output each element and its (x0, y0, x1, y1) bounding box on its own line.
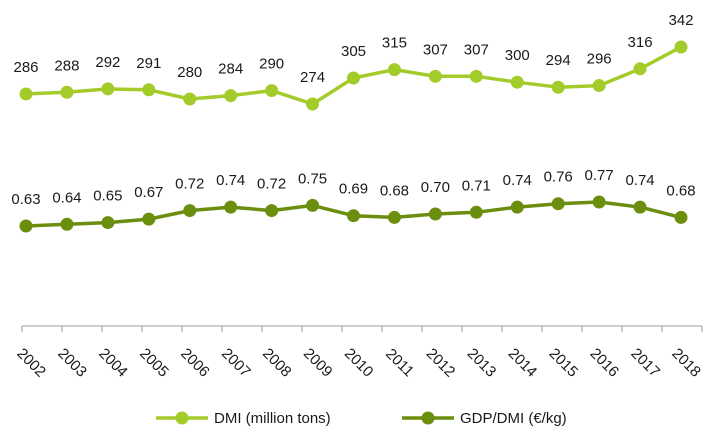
data-point (633, 200, 647, 214)
legend-swatch-marker (421, 411, 435, 425)
data-label: 305 (341, 43, 366, 60)
x-tick-label: 2008 (259, 345, 295, 381)
data-point (633, 62, 647, 76)
data-label: 0.70 (421, 179, 450, 196)
data-point (265, 84, 279, 98)
data-label: 300 (505, 47, 530, 64)
data-point (387, 63, 401, 77)
legend-swatch-marker (175, 411, 189, 425)
data-label: 0.75 (298, 170, 327, 187)
data-point (101, 82, 115, 96)
x-tick-label: 2006 (177, 345, 213, 381)
data-point (265, 204, 279, 218)
x-tick-label: 2011 (382, 345, 417, 380)
x-tick-label: 2018 (668, 345, 704, 381)
data-label: 0.77 (585, 167, 614, 184)
data-label: 307 (464, 41, 489, 58)
data-point (674, 40, 688, 54)
data-label: 0.71 (462, 177, 491, 194)
x-tick-label: 2015 (546, 345, 582, 381)
data-label: 0.67 (134, 184, 163, 201)
data-label: 342 (668, 12, 693, 29)
x-tick-label: 2013 (464, 345, 500, 381)
data-point (60, 85, 74, 99)
data-point (551, 197, 565, 211)
data-label: 0.69 (339, 181, 368, 198)
data-label: 316 (628, 34, 653, 51)
data-point (428, 69, 442, 83)
data-point (347, 209, 360, 223)
data-label: 290 (259, 56, 284, 73)
data-label: 288 (54, 57, 79, 74)
data-label: 307 (423, 41, 448, 58)
data-label: 284 (218, 61, 243, 78)
x-tick-label: 2010 (341, 345, 377, 381)
data-label: 0.68 (380, 182, 409, 199)
legend: DMI (million tons) GDP/DMI (€/kg) (156, 410, 567, 427)
series-2: 0.63 0.64 0.65 0.67 0.72 0.74 0.72 0.75 0.69 0.68… (11, 167, 696, 233)
x-axis: 2002 2003 2004 2005 2006 2007 2008 2009 2010 2011… (13, 325, 704, 381)
data-label: 0.64 (52, 189, 81, 206)
data-label: 292 (95, 54, 120, 71)
x-tick-label: 2017 (627, 345, 663, 381)
data-point (428, 207, 442, 221)
data-point (19, 87, 33, 101)
data-point (19, 219, 33, 233)
data-point (387, 210, 401, 224)
data-label: 0.63 (11, 191, 40, 208)
data-label: 0.72 (257, 176, 286, 193)
data-point (469, 205, 483, 219)
data-point (551, 80, 565, 94)
data-label: 291 (136, 55, 161, 72)
series-1: 286 288 292 291 280 284 290 274 305 315 307 307 300 2… (13, 12, 694, 111)
x-tick-label: 2004 (95, 345, 131, 381)
data-point (592, 195, 606, 209)
data-point (60, 217, 74, 231)
x-tick-label: 2002 (13, 345, 49, 381)
data-point (142, 212, 156, 226)
data-point (510, 200, 524, 214)
data-label: 296 (587, 51, 612, 68)
data-label: 0.68 (666, 182, 695, 199)
data-point (347, 71, 360, 85)
series-layer: 286 288 292 291 280 284 290 274 305 315 307 307 300 2… (11, 12, 696, 233)
data-point (306, 97, 320, 111)
x-tick-label: 2003 (54, 345, 90, 381)
data-point (142, 83, 156, 97)
x-tick-label: 2016 (586, 345, 622, 381)
x-tick-label: 2005 (136, 345, 172, 381)
data-point (510, 75, 524, 89)
x-tick-label: 2012 (423, 345, 459, 381)
data-label: 0.74 (216, 172, 245, 189)
data-point (306, 198, 320, 212)
data-label: 294 (546, 52, 571, 69)
x-tick-label: 2007 (218, 345, 254, 381)
data-point (183, 204, 197, 218)
x-tick-label: 2014 (505, 345, 541, 381)
data-point (224, 89, 238, 103)
data-point (592, 79, 606, 93)
data-label: 315 (382, 35, 407, 52)
x-tick-label: 2009 (300, 345, 336, 381)
data-label: 286 (13, 59, 38, 76)
data-label: 0.74 (625, 172, 654, 189)
data-point (183, 92, 197, 106)
legend-label: GDP/DMI (€/kg) (460, 410, 567, 427)
data-label: 274 (300, 69, 325, 86)
data-label: 0.76 (544, 169, 573, 186)
data-point (224, 200, 238, 214)
data-label: 280 (177, 64, 202, 81)
data-point (101, 216, 115, 230)
data-label: 0.65 (93, 188, 122, 205)
data-label: 0.74 (503, 172, 532, 189)
data-label: 0.72 (175, 176, 204, 193)
legend-label: DMI (million tons) (214, 410, 331, 427)
legend-item-1: DMI (million tons) (156, 410, 331, 427)
data-point (674, 210, 688, 224)
legend-item-2: GDP/DMI (€/kg) (402, 410, 567, 427)
data-point (469, 69, 483, 83)
